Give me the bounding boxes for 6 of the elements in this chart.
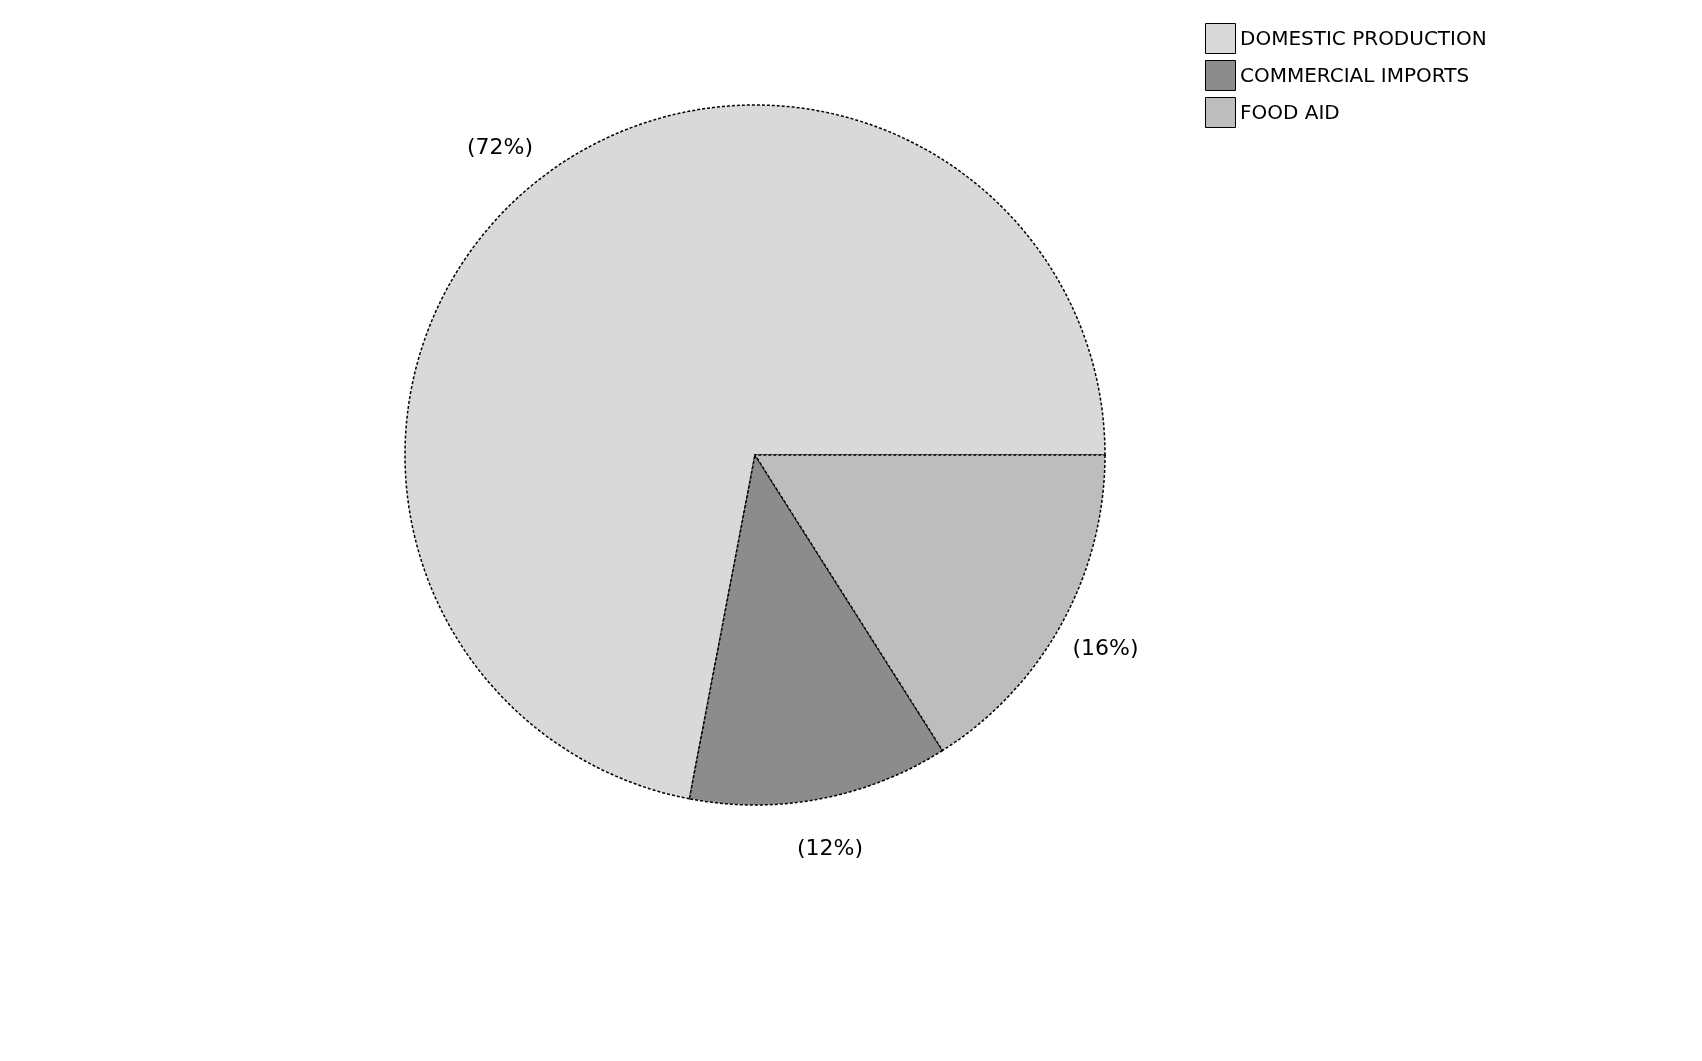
data-label: (16%) (1072, 634, 1139, 660)
legend-label: FOOD AID (1240, 99, 1340, 124)
legend-label: DOMESTIC PRODUCTION (1240, 25, 1487, 50)
data-label: (72%) (466, 133, 534, 159)
legend-label: COMMERCIAL IMPORTS (1240, 62, 1470, 87)
data-label: (12%) (796, 834, 863, 860)
